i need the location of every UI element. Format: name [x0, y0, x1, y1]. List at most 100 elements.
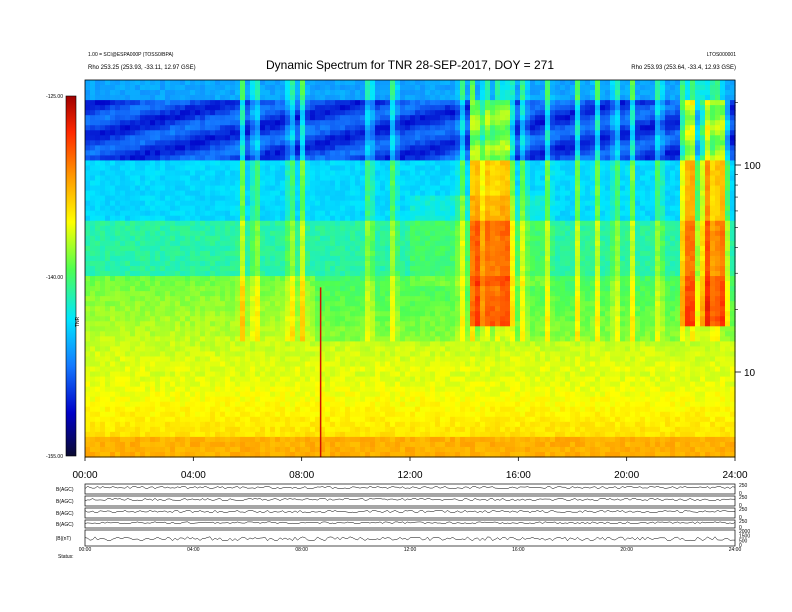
- spectrogram-cell: [245, 150, 251, 156]
- spectrogram-cell: [120, 411, 126, 418]
- spectrogram-cell: [350, 396, 356, 403]
- spectrogram-cell: [285, 265, 291, 272]
- spectrogram-cell: [160, 125, 166, 131]
- spectrogram-cell: [385, 160, 391, 167]
- spectrogram-cell: [405, 281, 411, 287]
- spectrogram-cell: [95, 446, 101, 453]
- spectrogram-cell: [115, 306, 121, 312]
- spectrogram-cell: [325, 341, 331, 348]
- spectrogram-cell: [125, 356, 131, 363]
- spectrogram-cell: [410, 230, 416, 237]
- spectrogram-cell: [210, 145, 216, 151]
- spectrogram-cell: [230, 431, 236, 438]
- spectrogram-cell: [345, 160, 351, 167]
- spectrogram-cell: [355, 421, 361, 428]
- spectrogram-cell: [270, 391, 276, 398]
- spectrogram-cell: [270, 125, 276, 131]
- spectrogram-cell: [245, 271, 251, 277]
- spectrogram-cell: [270, 80, 276, 86]
- spectrogram-cell: [275, 110, 281, 116]
- spectrogram-cell: [360, 276, 366, 282]
- spectrogram-cell: [375, 220, 381, 227]
- spectrogram-cell: [170, 296, 176, 302]
- spectrogram-cell: [170, 416, 176, 423]
- spectrogram-cell: [140, 331, 146, 337]
- spectrogram-cell: [400, 426, 406, 433]
- spectrogram-cell: [370, 376, 376, 383]
- spectrogram-cell: [95, 271, 101, 277]
- spectrogram-cell: [295, 170, 301, 177]
- spectrogram-cell: [305, 130, 311, 136]
- spectrogram-cell: [110, 326, 116, 332]
- spectrogram-cell: [155, 336, 161, 342]
- spectrogram-cell: [380, 250, 386, 257]
- spectrogram-cell: [200, 391, 206, 398]
- spectrogram-cell: [85, 351, 91, 358]
- spectrogram-cell: [100, 125, 106, 131]
- spectrogram-cell: [110, 150, 116, 156]
- spectrogram-cell: [335, 245, 341, 252]
- spectrogram-cell: [160, 120, 166, 126]
- spectrogram-cell: [155, 250, 161, 257]
- spectrogram-cell: [155, 160, 161, 167]
- spectrogram-cell: [180, 401, 186, 408]
- spectrogram-cell: [390, 95, 396, 101]
- spectrogram-cell: [115, 391, 121, 398]
- spectrogram-cell: [380, 336, 386, 342]
- spectrogram-cell: [340, 396, 346, 403]
- spectrogram-cell: [365, 145, 371, 151]
- spectrogram-cell: [245, 386, 251, 393]
- spectrogram-cell: [260, 95, 266, 101]
- spectrogram-cell: [405, 230, 411, 237]
- spectrogram-cell: [380, 411, 386, 418]
- spectrogram-cell: [330, 120, 336, 126]
- spectrogram-cell: [360, 431, 366, 438]
- spectrogram-cell: [410, 180, 416, 187]
- spectrogram-cell: [95, 140, 101, 146]
- spectrogram-cell: [410, 421, 416, 428]
- spectrogram-cell: [250, 281, 256, 287]
- spectrogram-cell: [385, 135, 391, 141]
- spectrogram-cell: [230, 436, 236, 443]
- spectrogram-cell: [145, 281, 151, 287]
- spectrogram-cell: [100, 351, 106, 358]
- spectrogram-cell: [120, 286, 126, 292]
- spectrogram-cell: [185, 361, 191, 368]
- spectrogram-cell: [275, 160, 281, 167]
- spectrogram-cell: [325, 130, 331, 136]
- spectrogram-cell: [120, 210, 126, 217]
- spectrogram-cell: [400, 120, 406, 126]
- spectrogram-cell: [100, 401, 106, 408]
- spectrogram-cell: [110, 205, 116, 212]
- spectrogram-cell: [330, 215, 336, 222]
- spectrogram-cell: [190, 80, 196, 86]
- spectrogram-cell: [270, 115, 276, 121]
- spectrogram-cell: [355, 140, 361, 146]
- spectrogram-cell: [330, 421, 336, 428]
- spectrogram-cell: [225, 195, 231, 202]
- spectrogram-cell: [365, 316, 371, 322]
- spectrogram-cell: [125, 281, 131, 287]
- spectrogram-cell: [380, 145, 386, 151]
- spectrogram-cell: [400, 316, 406, 322]
- spectrogram-cell: [295, 85, 301, 91]
- spectrogram-cell: [195, 175, 201, 182]
- spectrogram-cell: [320, 451, 326, 458]
- spectrogram-cell: [160, 110, 166, 116]
- spectrogram-cell: [345, 271, 351, 277]
- spectrogram-cell: [415, 200, 421, 207]
- spectrogram-cell: [300, 110, 306, 116]
- spectrogram-cell: [180, 80, 186, 86]
- spectrogram-cell: [115, 396, 121, 403]
- spectrogram-cell: [280, 281, 286, 287]
- spectrogram-cell: [280, 301, 286, 307]
- spectrogram-cell: [260, 85, 266, 91]
- spectrogram-cell: [305, 215, 311, 222]
- spectrogram-cell: [270, 311, 276, 317]
- spectrogram-cell: [370, 366, 376, 373]
- spectrogram-cell: [190, 336, 196, 342]
- spectrogram-cell: [205, 391, 211, 398]
- spectrogram-cell: [395, 391, 401, 398]
- spectrogram-cell: [345, 436, 351, 443]
- spectrogram-cell: [130, 291, 136, 297]
